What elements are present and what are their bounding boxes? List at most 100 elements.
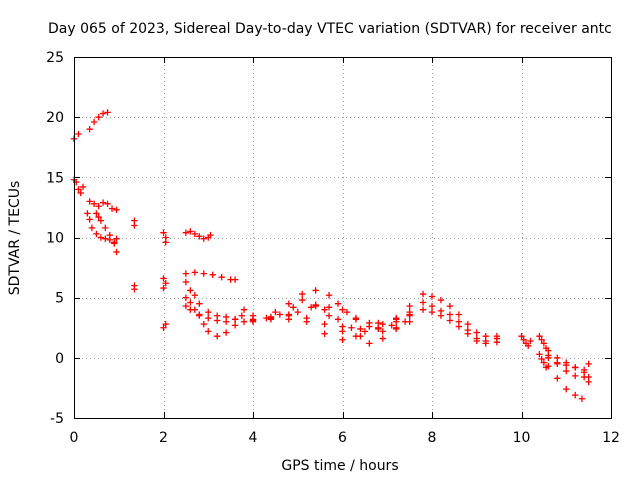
y-tick-label: 15 xyxy=(46,170,64,186)
data-point xyxy=(95,203,102,210)
data-point xyxy=(321,306,328,313)
data-point xyxy=(106,231,113,239)
data-point xyxy=(393,325,400,333)
grid-lines xyxy=(74,57,611,418)
data-point xyxy=(108,205,116,212)
data-point xyxy=(205,314,212,322)
data-point xyxy=(428,302,436,310)
data-point xyxy=(518,332,525,340)
data-point xyxy=(75,130,82,138)
data-point xyxy=(388,322,395,329)
data-point xyxy=(99,199,107,206)
data-point xyxy=(343,308,351,316)
data-point xyxy=(240,318,248,325)
data-point xyxy=(214,332,221,340)
data-point xyxy=(366,340,373,347)
data-point xyxy=(191,292,199,299)
x-axis-label: GPS time / hours xyxy=(281,458,398,474)
data-point xyxy=(473,337,480,345)
data-point xyxy=(102,224,109,232)
data-point xyxy=(77,189,84,197)
data-point xyxy=(196,233,203,240)
data-point xyxy=(325,304,333,311)
data-point xyxy=(131,222,138,229)
data-point xyxy=(200,320,207,328)
data-point xyxy=(182,229,190,236)
data-point xyxy=(585,378,592,386)
data-point xyxy=(207,231,214,239)
data-point xyxy=(563,367,570,375)
data-point xyxy=(307,304,315,311)
data-point xyxy=(334,300,342,307)
data-point xyxy=(580,366,588,374)
data-point xyxy=(536,351,543,358)
y-tick-label: 20 xyxy=(46,110,64,126)
data-point xyxy=(200,235,207,242)
data-point xyxy=(272,308,279,316)
x-tick-label: 2 xyxy=(159,430,168,446)
data-point xyxy=(95,113,102,121)
y-tick-label: 0 xyxy=(55,351,64,367)
data-point xyxy=(357,325,364,333)
axis-ticks xyxy=(74,57,612,419)
data-point xyxy=(290,304,297,311)
y-axis-label: SDTVAR / TECUs xyxy=(7,181,23,296)
data-point xyxy=(437,312,445,319)
data-point xyxy=(187,228,194,235)
data-point xyxy=(572,391,579,399)
data-point xyxy=(95,213,102,221)
data-point xyxy=(84,210,91,217)
data-point xyxy=(99,110,107,117)
data-points xyxy=(70,109,592,402)
data-point xyxy=(285,312,292,319)
data-point xyxy=(428,293,436,300)
data-point xyxy=(375,319,382,327)
data-point xyxy=(339,323,346,330)
data-point xyxy=(545,354,552,362)
data-point xyxy=(379,335,386,342)
y-tick-label: 10 xyxy=(46,231,64,247)
data-point xyxy=(113,206,120,214)
y-tick-label: -5 xyxy=(50,411,64,427)
data-point xyxy=(196,311,203,318)
data-point xyxy=(238,312,246,319)
data-point xyxy=(299,290,306,298)
y-tick-labels: -5 0 5 10 15 20 25 xyxy=(46,50,64,427)
data-point xyxy=(93,210,100,217)
data-point xyxy=(102,235,109,242)
data-point xyxy=(267,314,275,322)
y-tick-label: 25 xyxy=(46,50,64,66)
data-point xyxy=(303,314,310,322)
data-point xyxy=(538,355,545,363)
data-point xyxy=(419,290,427,298)
data-point xyxy=(375,325,382,333)
data-point xyxy=(464,320,471,328)
data-point xyxy=(191,269,199,276)
x-tick-label: 8 xyxy=(428,430,437,446)
data-point xyxy=(285,300,292,307)
data-point xyxy=(182,270,190,277)
data-point xyxy=(104,109,111,116)
data-point xyxy=(222,329,230,336)
data-point xyxy=(90,200,98,208)
data-point xyxy=(294,308,301,316)
data-point xyxy=(446,317,454,324)
data-point xyxy=(111,240,118,247)
data-point xyxy=(97,217,105,224)
data-point xyxy=(538,336,545,343)
data-point xyxy=(200,270,207,277)
data-point xyxy=(455,311,463,318)
data-point xyxy=(580,373,588,381)
x-tick-label: 12 xyxy=(602,430,620,446)
data-point xyxy=(222,318,230,325)
data-point xyxy=(536,332,543,340)
data-point xyxy=(205,328,212,335)
data-point xyxy=(545,363,552,370)
data-point xyxy=(446,302,454,310)
data-point xyxy=(554,360,561,368)
data-point xyxy=(339,306,346,313)
data-point xyxy=(525,342,532,349)
data-point xyxy=(406,302,413,310)
data-point xyxy=(276,311,284,318)
